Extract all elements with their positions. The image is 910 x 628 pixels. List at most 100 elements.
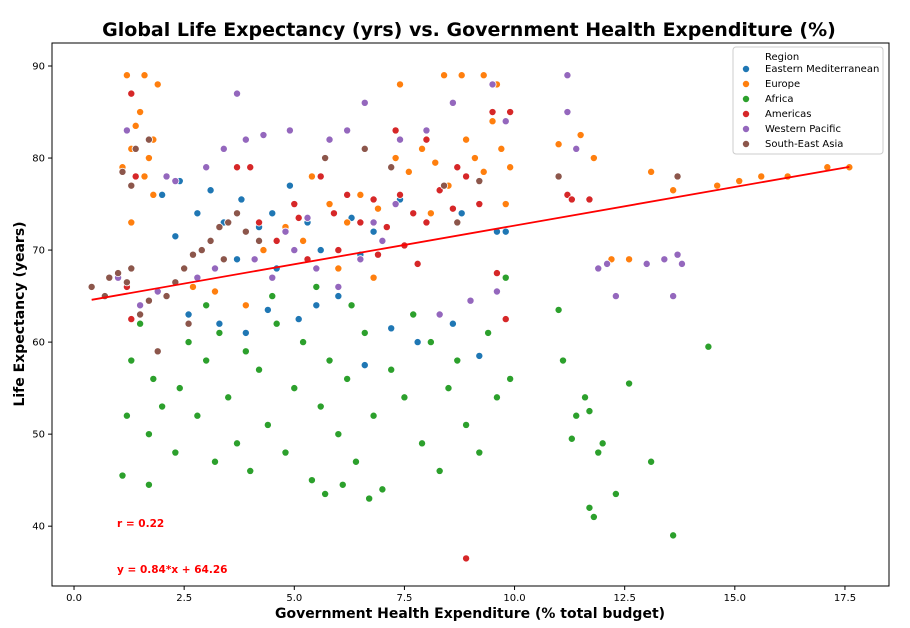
data-point bbox=[114, 269, 123, 278]
data-point bbox=[233, 255, 242, 264]
data-point bbox=[136, 301, 145, 310]
data-point bbox=[131, 172, 140, 181]
data-point bbox=[356, 190, 365, 199]
legend: Region Eastern Mediterranean Europe Africa… bbox=[732, 46, 884, 155]
data-point bbox=[131, 144, 140, 153]
legend-label: Western Pacific bbox=[765, 124, 841, 135]
data-point bbox=[457, 209, 466, 218]
data-point bbox=[673, 250, 682, 259]
series-western-pacific bbox=[114, 71, 686, 319]
data-point bbox=[470, 154, 479, 163]
data-point bbox=[285, 181, 294, 190]
data-point bbox=[373, 204, 382, 213]
legend-marker bbox=[742, 110, 751, 119]
series-south-east-asia bbox=[87, 135, 682, 356]
data-point bbox=[158, 190, 167, 199]
data-point bbox=[369, 195, 378, 204]
data-point bbox=[299, 236, 308, 245]
data-point bbox=[321, 154, 330, 163]
data-point bbox=[215, 328, 224, 337]
data-point bbox=[378, 236, 387, 245]
data-point bbox=[290, 200, 299, 209]
data-point bbox=[426, 338, 435, 347]
x-tick-label: 5.0 bbox=[286, 593, 302, 604]
data-point bbox=[347, 301, 356, 310]
data-point bbox=[506, 163, 515, 172]
data-point bbox=[418, 439, 427, 448]
data-point bbox=[325, 135, 334, 144]
data-point bbox=[356, 255, 365, 264]
data-point bbox=[215, 319, 224, 328]
data-point bbox=[246, 466, 255, 475]
data-point bbox=[219, 144, 228, 153]
data-point bbox=[488, 117, 497, 126]
data-point bbox=[448, 204, 457, 213]
data-point bbox=[140, 172, 149, 181]
data-point bbox=[413, 338, 422, 347]
data-point bbox=[669, 186, 678, 195]
legend-frame bbox=[732, 46, 884, 155]
data-point bbox=[299, 338, 308, 347]
data-point bbox=[475, 448, 484, 457]
data-point bbox=[255, 365, 264, 374]
x-tick-label: 12.5 bbox=[614, 593, 636, 604]
data-point bbox=[263, 305, 272, 314]
data-point bbox=[413, 259, 422, 268]
data-point bbox=[448, 319, 457, 328]
annotation-r-value: r = 0.22 bbox=[117, 518, 164, 530]
data-point bbox=[563, 71, 572, 80]
data-point bbox=[255, 218, 264, 227]
data-point bbox=[492, 287, 501, 296]
data-point bbox=[140, 71, 149, 80]
data-point bbox=[268, 273, 277, 282]
data-point bbox=[329, 209, 338, 218]
data-point bbox=[567, 195, 576, 204]
series-europe bbox=[118, 71, 854, 310]
data-point bbox=[506, 108, 515, 117]
data-point bbox=[250, 255, 259, 264]
data-point bbox=[484, 328, 493, 337]
data-point bbox=[369, 218, 378, 227]
data-point bbox=[122, 71, 131, 80]
data-point bbox=[369, 227, 378, 236]
data-point bbox=[462, 172, 471, 181]
data-point bbox=[642, 259, 651, 268]
data-point bbox=[396, 80, 405, 89]
data-point bbox=[409, 209, 418, 218]
data-point bbox=[118, 167, 127, 176]
data-point bbox=[501, 117, 510, 126]
data-point bbox=[611, 489, 620, 498]
data-point bbox=[387, 365, 396, 374]
legend-title: Region bbox=[765, 52, 799, 63]
data-point bbox=[647, 457, 656, 466]
legend-label: Africa bbox=[765, 94, 794, 105]
data-point bbox=[351, 457, 360, 466]
data-point bbox=[233, 439, 242, 448]
data-point bbox=[404, 167, 413, 176]
y-tick-label: 70 bbox=[32, 246, 45, 257]
x-axis-label: Government Health Expenditure (% total b… bbox=[275, 606, 665, 622]
data-point bbox=[338, 480, 347, 489]
legend-label: Americas bbox=[765, 109, 811, 120]
data-point bbox=[426, 209, 435, 218]
data-point bbox=[171, 232, 180, 241]
data-point bbox=[294, 315, 303, 324]
data-point bbox=[598, 439, 607, 448]
data-point bbox=[334, 292, 343, 301]
series-americas bbox=[122, 89, 594, 563]
data-point bbox=[488, 108, 497, 117]
data-point bbox=[554, 305, 563, 314]
data-point bbox=[431, 158, 440, 167]
data-point bbox=[611, 292, 620, 301]
legend-marker bbox=[742, 80, 751, 89]
data-point bbox=[162, 172, 171, 181]
data-point bbox=[343, 190, 352, 199]
data-point bbox=[193, 209, 202, 218]
data-point bbox=[127, 356, 136, 365]
data-point bbox=[422, 218, 431, 227]
data-point bbox=[334, 430, 343, 439]
x-tick-label: 15.0 bbox=[724, 593, 746, 604]
data-point bbox=[136, 108, 145, 117]
data-point bbox=[391, 200, 400, 209]
data-point bbox=[334, 246, 343, 255]
